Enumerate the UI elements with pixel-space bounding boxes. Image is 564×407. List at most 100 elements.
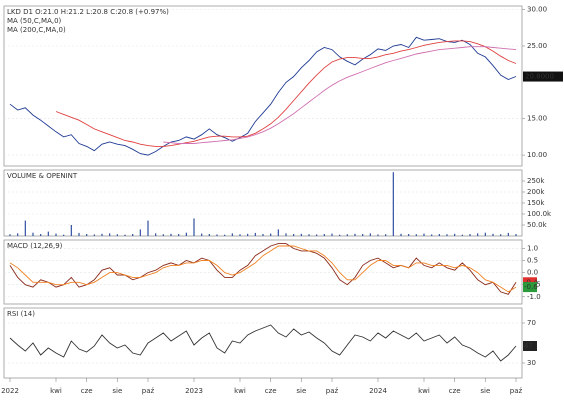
line bbox=[163, 46, 517, 144]
x-tick-label: kwi bbox=[50, 387, 62, 395]
y-tick-label: 150k bbox=[527, 199, 545, 207]
value-label: 47 bbox=[524, 342, 533, 350]
bar bbox=[224, 234, 226, 236]
bar bbox=[86, 234, 88, 236]
bar bbox=[70, 225, 72, 236]
bar bbox=[500, 234, 502, 236]
y-tick-label: 0.0 bbox=[527, 269, 538, 277]
bar bbox=[47, 231, 49, 236]
bar bbox=[216, 234, 218, 236]
bar bbox=[392, 172, 394, 236]
y-tick-label: 0.5 bbox=[527, 257, 538, 265]
bar bbox=[254, 232, 256, 236]
bar bbox=[185, 232, 187, 236]
bar bbox=[17, 233, 19, 236]
line bbox=[9, 324, 517, 362]
bar bbox=[507, 232, 509, 236]
bar bbox=[63, 234, 65, 236]
bar bbox=[400, 233, 402, 236]
x-tick-label: 2023 bbox=[185, 387, 203, 395]
bar bbox=[431, 234, 433, 236]
bar bbox=[9, 234, 11, 236]
bar bbox=[24, 220, 26, 236]
y-tick-label: 15.00 bbox=[527, 115, 547, 123]
bar bbox=[300, 233, 302, 236]
bar bbox=[147, 220, 149, 236]
y-tick-label: 70 bbox=[527, 319, 536, 327]
bar bbox=[93, 234, 95, 236]
legend-entry: MA (200,C,MA,0) bbox=[7, 26, 66, 34]
bar bbox=[155, 233, 157, 236]
bar bbox=[339, 234, 341, 236]
line bbox=[9, 243, 517, 295]
y-tick-label: 30 bbox=[527, 359, 536, 367]
legend-entry: MA (50,C,MA,0) bbox=[7, 17, 62, 25]
bar bbox=[408, 234, 410, 236]
panel-title: LKD D1 O:21.0 H:21.2 L:20.8 C:20.8 (+0.9… bbox=[7, 8, 169, 16]
x-tick-label: 2022 bbox=[1, 387, 19, 395]
bar bbox=[331, 233, 333, 236]
bar bbox=[477, 233, 479, 236]
y-tick-label: 250k bbox=[527, 177, 545, 185]
panel-frame bbox=[3, 239, 523, 305]
bar bbox=[40, 234, 42, 236]
bar bbox=[469, 234, 471, 236]
bar bbox=[247, 233, 249, 236]
x-tick-label: sie bbox=[112, 387, 122, 395]
bar bbox=[369, 233, 371, 236]
bar bbox=[316, 234, 318, 236]
bar bbox=[446, 234, 448, 236]
bar bbox=[193, 218, 195, 236]
x-tick-label: cze bbox=[449, 387, 461, 395]
value-label: -0.6 bbox=[524, 283, 538, 291]
x-tick-label: sie bbox=[480, 387, 490, 395]
x-tick-label: sie bbox=[296, 387, 306, 395]
bar bbox=[438, 234, 440, 236]
bar bbox=[362, 234, 364, 236]
y-tick-label: 25.00 bbox=[527, 42, 547, 50]
x-tick-label: kwi bbox=[418, 387, 430, 395]
bar bbox=[323, 234, 325, 236]
bar bbox=[109, 233, 111, 236]
bar bbox=[201, 233, 203, 236]
bar bbox=[178, 234, 180, 236]
bar bbox=[116, 234, 118, 236]
bar bbox=[415, 234, 417, 236]
value-label-box bbox=[523, 71, 563, 82]
y-tick-label: -1.0 bbox=[527, 293, 541, 301]
value-label-box bbox=[523, 282, 537, 293]
y-tick-label: 10.00 bbox=[527, 151, 547, 159]
y-tick-label: 200k bbox=[527, 188, 545, 196]
bar bbox=[170, 233, 172, 236]
x-tick-label: cze bbox=[265, 387, 277, 395]
y-tick-label: 50.0k bbox=[527, 221, 548, 229]
bar bbox=[385, 234, 387, 236]
bar bbox=[132, 234, 134, 236]
line bbox=[55, 40, 517, 147]
bar bbox=[354, 233, 356, 236]
x-tick-label: paź bbox=[326, 387, 339, 395]
panel-title: RSI (14) bbox=[7, 310, 35, 318]
x-tick-label: paź bbox=[142, 387, 155, 395]
x-tick-label: kwi bbox=[234, 387, 246, 395]
bar bbox=[492, 233, 494, 236]
panel-title: MACD (12,26,9) bbox=[7, 242, 63, 250]
panel-frame bbox=[3, 307, 523, 379]
bar bbox=[139, 229, 141, 236]
bar bbox=[231, 233, 233, 236]
bar bbox=[239, 234, 241, 236]
panel-title: VOLUME & OPENINT bbox=[7, 172, 78, 180]
bar bbox=[270, 233, 272, 236]
bar bbox=[277, 229, 279, 236]
bar bbox=[78, 232, 80, 236]
value-label-box bbox=[523, 341, 537, 351]
bar bbox=[461, 234, 463, 236]
bar bbox=[162, 234, 164, 236]
bar bbox=[55, 233, 57, 236]
bar bbox=[377, 234, 379, 236]
value-label: 20.8000 bbox=[525, 73, 554, 81]
bar bbox=[423, 233, 425, 236]
bar bbox=[484, 232, 486, 236]
